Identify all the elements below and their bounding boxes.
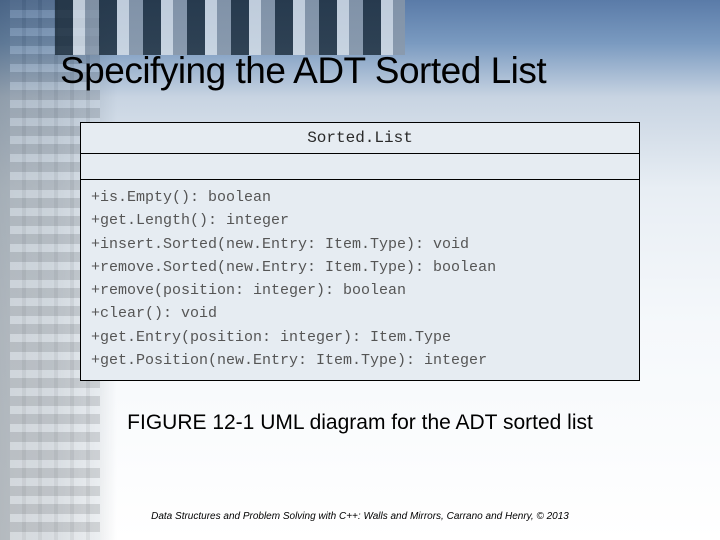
uml-class-box: Sorted.List +is.Empty(): boolean +get.Le…	[80, 122, 640, 381]
uml-operation: +get.Position(new.Entry: Item.Type): int…	[91, 349, 629, 372]
uml-class-name: Sorted.List	[81, 123, 639, 154]
uml-operation: +get.Length(): integer	[91, 209, 629, 232]
uml-attributes-compartment	[81, 154, 639, 180]
slide-title: Specifying the ADT Sorted List	[60, 50, 660, 92]
slide-content: Specifying the ADT Sorted List Sorted.Li…	[0, 0, 720, 540]
uml-operation: +get.Entry(position: integer): Item.Type	[91, 326, 629, 349]
uml-operation: +remove.Sorted(new.Entry: Item.Type): bo…	[91, 256, 629, 279]
slide-footer: Data Structures and Problem Solving with…	[0, 511, 720, 522]
uml-operation: +remove(position: integer): boolean	[91, 279, 629, 302]
figure-caption: FIGURE 12-1 UML diagram for the ADT sort…	[60, 411, 660, 435]
uml-operation: +insert.Sorted(new.Entry: Item.Type): vo…	[91, 233, 629, 256]
uml-operations-compartment: +is.Empty(): boolean +get.Length(): inte…	[81, 180, 639, 380]
uml-operation: +clear(): void	[91, 302, 629, 325]
uml-operation: +is.Empty(): boolean	[91, 186, 629, 209]
